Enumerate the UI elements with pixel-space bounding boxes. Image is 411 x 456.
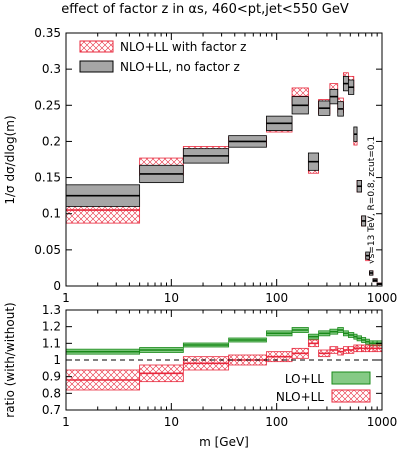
y-tick-label: 0.15 (34, 171, 61, 185)
main-plot-frame (65, 32, 383, 287)
x-tick-label: 100 (265, 415, 288, 429)
legend-label-nlo-ll: NLO+LL (276, 390, 324, 404)
y-tick-label: 0.05 (34, 243, 61, 257)
ratio-axes: 0.7 0.8 0.9 1 1.1 1.2 1.3 1 10 100 1000 (42, 303, 397, 429)
ratio-y-axis-title: ratio (with/without) (3, 302, 17, 417)
x-tick-label: 1 (62, 291, 70, 305)
y-tick-label: 1 (53, 353, 61, 367)
y-tick-label: 0.3 (42, 62, 61, 76)
legend-label-no-z: NLO+LL, no factor z (120, 60, 240, 74)
legend-swatch-no-z (79, 60, 114, 73)
y-tick-label: 0.1 (42, 207, 61, 221)
x-tick-label: 1000 (367, 291, 398, 305)
y-tick-label: 0.9 (42, 370, 61, 384)
y-tick-label: 0.8 (42, 386, 61, 400)
y-tick-label: 0.2 (42, 134, 61, 148)
main-y-axis-title: 1/σ dσ/dlog(m) (3, 115, 17, 204)
legend-label-with-z: NLO+LL with factor z (120, 40, 246, 54)
x-tick-label: 10 (164, 415, 179, 429)
y-tick-label: 1.3 (42, 303, 61, 317)
main-plot-area (65, 72, 383, 285)
y-tick-label: 1.1 (42, 336, 61, 350)
x-tick-label: 10 (164, 291, 179, 305)
ratio-legend: LO+LL NLO+LL (276, 371, 371, 404)
main-axes: 0 0.05 0.1 0.15 0.2 0.25 0.3 0.35 1 10 100 1000 (34, 26, 397, 305)
y-tick-label: 0.25 (34, 98, 61, 112)
legend-swatch-lo-ll (331, 371, 371, 385)
y-tick-label: 0.35 (34, 26, 61, 40)
chart-title: effect of factor z in αs, 460<pt,jet<550… (61, 2, 349, 17)
energy-annotation: √s=13 TeV, R=0.8, zcut=0.1 (366, 136, 377, 264)
x-tick-label: 1000 (367, 415, 398, 429)
y-tick-label: 1.2 (42, 320, 61, 334)
legend-swatch-with-z (79, 40, 114, 53)
legend-label-lo-ll: LO+LL (285, 372, 324, 386)
y-tick-label: 0.7 (42, 403, 61, 417)
legend-swatch-nlo-ll (331, 389, 371, 403)
main-legend: NLO+LL with factor z NLO+LL, no factor z (79, 40, 246, 74)
y-tick-label: 0 (53, 279, 61, 293)
x-tick-label: 1 (62, 415, 70, 429)
x-axis-title: m [GeV] (199, 435, 249, 449)
x-tick-label: 100 (265, 291, 288, 305)
